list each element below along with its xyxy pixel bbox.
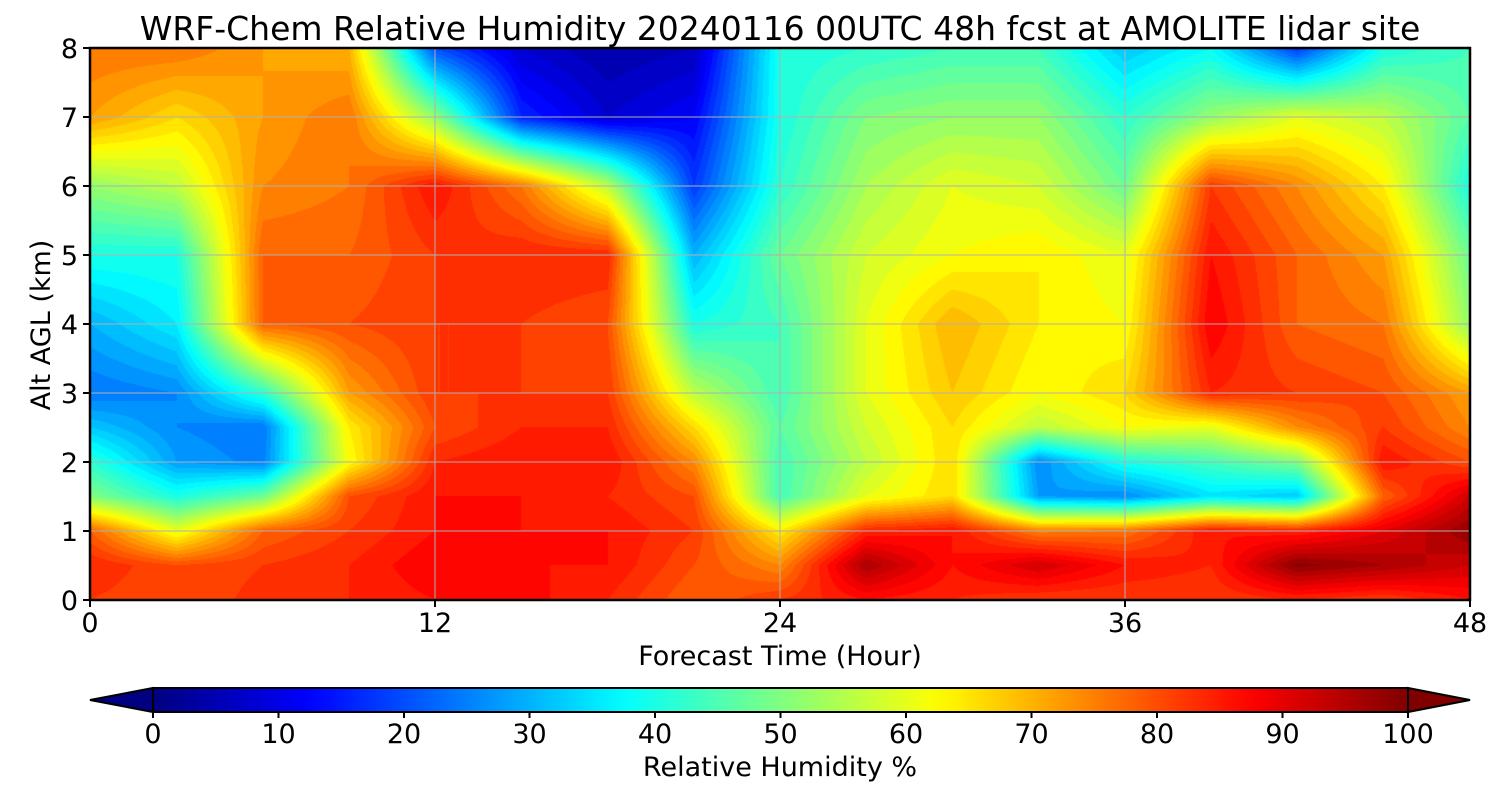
colorbar-tick-label: 100 xyxy=(1382,719,1434,750)
y-tick-label: 0 xyxy=(61,586,78,617)
x-axis-ticks: 0 12 24 36 48 xyxy=(81,600,1487,639)
colorbar: 0 10 20 30 40 50 60 70 80 90 100 Relative Humidity… xyxy=(89,686,1471,783)
colorbar-bar xyxy=(152,687,1409,713)
colorbar-max-extension xyxy=(1407,686,1471,714)
y-axis-label: Alt AGL (km) xyxy=(26,240,57,411)
y-tick-label: 8 xyxy=(61,34,78,65)
x-tick-label: 12 xyxy=(418,608,452,639)
colorbar-tick-label: 0 xyxy=(144,719,161,750)
x-axis-label: Forecast Time (Hour) xyxy=(638,641,922,672)
x-tick-label: 24 xyxy=(763,608,797,639)
y-tick-label: 1 xyxy=(61,517,78,548)
y-tick-label: 3 xyxy=(61,379,78,410)
colorbar-tick-label: 90 xyxy=(1265,719,1299,750)
x-tick-label: 0 xyxy=(81,608,98,639)
y-axis-ticks: 0 1 2 3 4 5 6 7 8 xyxy=(61,34,90,617)
colorbar-tick-label: 10 xyxy=(261,719,295,750)
colorbar-tick-label: 20 xyxy=(387,719,421,750)
x-tick-label: 48 xyxy=(1453,608,1487,639)
colorbar-min-extension xyxy=(89,686,154,714)
colorbar-label: Relative Humidity % xyxy=(643,752,917,783)
y-tick-label: 6 xyxy=(61,172,78,203)
chart-title: WRF-Chem Relative Humidity 20240116 00UT… xyxy=(140,9,1421,48)
y-tick-label: 2 xyxy=(61,448,78,479)
y-tick-label: 5 xyxy=(61,241,78,272)
colorbar-tick-label: 70 xyxy=(1014,719,1048,750)
colorbar-tick-label: 30 xyxy=(512,719,546,750)
colorbar-tick-label: 50 xyxy=(763,719,797,750)
x-tick-label: 36 xyxy=(1108,608,1142,639)
colorbar-tick-label: 40 xyxy=(638,719,672,750)
colorbar-ticks: 0 10 20 30 40 50 60 70 80 90 100 xyxy=(144,712,1434,750)
y-tick-label: 4 xyxy=(61,310,78,341)
y-tick-label: 7 xyxy=(61,103,78,134)
colorbar-tick-label: 60 xyxy=(889,719,923,750)
colorbar-tick-label: 80 xyxy=(1140,719,1174,750)
